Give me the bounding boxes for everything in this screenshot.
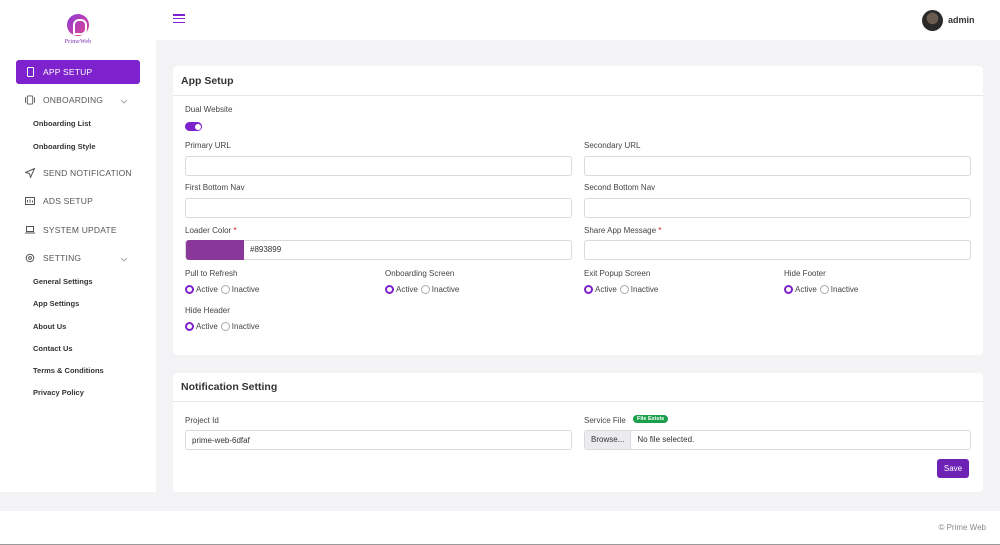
- dual-website-label: Dual Website: [185, 105, 233, 114]
- first-bottom-nav-input[interactable]: [185, 198, 572, 218]
- loader-color-swatch[interactable]: [186, 240, 244, 260]
- sidebar-item-onboarding[interactable]: ONBOARDING: [16, 88, 140, 112]
- secondary-url-label: Secondary URL: [584, 141, 641, 150]
- avatar[interactable]: [922, 10, 943, 31]
- sidebar-item-label: SETTING: [43, 253, 82, 263]
- primary-url-input[interactable]: [185, 156, 572, 176]
- divider: [173, 95, 983, 96]
- sidebar-item-label: ADS SETUP: [43, 196, 93, 206]
- radio-inactive[interactable]: [619, 285, 629, 294]
- sidebar-subitem-about-us[interactable]: About Us: [33, 322, 67, 331]
- hide-header-radios: Active Inactive: [185, 322, 262, 331]
- logo-text: PrimeWeb: [64, 39, 92, 45]
- footer: © Prime Web: [0, 511, 1000, 545]
- second-bottom-nav-input[interactable]: [584, 198, 971, 218]
- share-message-label: Share App Message *: [584, 226, 662, 235]
- chevron-down-icon: [120, 96, 128, 106]
- divider: [173, 401, 983, 402]
- pull-to-refresh-label: Pull to Refresh: [185, 269, 238, 278]
- app-setup-card: App Setup Dual Website Primary URL Secon…: [173, 66, 983, 355]
- logo: PrimeWeb: [60, 14, 96, 45]
- project-id-input[interactable]: [185, 430, 572, 450]
- ads-icon: [25, 196, 35, 206]
- user-name[interactable]: admin: [948, 15, 975, 25]
- onboarding-screen-radios: Active Inactive: [385, 285, 462, 294]
- sidebar-subitem-onboarding-list[interactable]: Onboarding List: [33, 119, 91, 128]
- project-id-label: Project Id: [185, 416, 219, 425]
- radio-active[interactable]: [185, 285, 194, 294]
- radio-inactive[interactable]: [420, 285, 430, 294]
- radio-active[interactable]: [784, 285, 793, 294]
- exit-popup-label: Exit Popup Screen: [584, 269, 651, 278]
- onboarding-icon: [25, 95, 35, 105]
- sidebar-item-send-notification[interactable]: SEND NOTIFICATION: [16, 161, 140, 185]
- service-file-input[interactable]: Browse... No file selected.: [584, 430, 971, 450]
- sidebar-item-setting[interactable]: SETTING: [16, 246, 140, 270]
- file-exists-badge: File Exists: [633, 415, 669, 423]
- sidebar-subitem-app-settings[interactable]: App Settings: [33, 299, 80, 308]
- radio-active[interactable]: [385, 285, 394, 294]
- save-button[interactable]: Save: [937, 459, 969, 478]
- dual-website-toggle[interactable]: [185, 122, 202, 131]
- sidebar-subitem-contact-us[interactable]: Contact Us: [33, 344, 73, 353]
- loader-color-value[interactable]: #893899: [250, 245, 282, 254]
- laptop-icon: [25, 225, 35, 235]
- second-bottom-nav-label: Second Bottom Nav: [584, 183, 656, 192]
- primary-url-label: Primary URL: [185, 141, 231, 150]
- logo-icon: [67, 14, 89, 36]
- sidebar: PrimeWeb APP SETUP ONBOARDING Onboarding…: [0, 0, 156, 492]
- send-icon: [25, 168, 35, 178]
- phone-icon: [25, 67, 35, 77]
- browse-button[interactable]: Browse...: [585, 431, 632, 449]
- hide-footer-label: Hide Footer: [784, 269, 826, 278]
- sidebar-item-app-setup[interactable]: APP SETUP: [16, 60, 140, 84]
- radio-active[interactable]: [584, 285, 593, 294]
- radio-inactive[interactable]: [220, 322, 230, 331]
- first-bottom-nav-label: First Bottom Nav: [185, 183, 245, 192]
- exit-popup-radios: Active Inactive: [584, 285, 661, 294]
- card-title: Notification Setting: [181, 381, 278, 393]
- radio-active[interactable]: [185, 322, 194, 331]
- radio-inactive[interactable]: [220, 285, 230, 294]
- share-message-input[interactable]: [584, 240, 971, 260]
- sidebar-item-ads-setup[interactable]: ADS SETUP: [16, 189, 140, 213]
- radio-inactive[interactable]: [819, 285, 829, 294]
- sidebar-item-label: SYSTEM UPDATE: [43, 225, 117, 235]
- hide-footer-radios: Active Inactive: [784, 285, 861, 294]
- copyright: © Prime Web: [938, 523, 986, 532]
- menu-icon[interactable]: [173, 14, 185, 24]
- sidebar-item-label: SEND NOTIFICATION: [43, 168, 132, 178]
- file-name: No file selected.: [637, 435, 695, 444]
- onboarding-screen-label: Onboarding Screen: [385, 269, 455, 278]
- card-title: App Setup: [181, 75, 234, 87]
- pull-to-refresh-radios: Active Inactive: [185, 285, 262, 294]
- sidebar-subitem-general-settings[interactable]: General Settings: [33, 277, 93, 286]
- sidebar-subitem-privacy-policy[interactable]: Privacy Policy: [33, 388, 84, 397]
- sidebar-item-label: ONBOARDING: [43, 95, 104, 105]
- notification-card: Notification Setting Project Id Service …: [173, 373, 983, 492]
- sidebar-item-label: APP SETUP: [43, 67, 93, 77]
- sidebar-subitem-onboarding-style[interactable]: Onboarding Style: [33, 142, 96, 151]
- sidebar-subitem-terms[interactable]: Terms & Conditions: [33, 366, 104, 375]
- loader-color-label: Loader Color *: [185, 226, 237, 235]
- service-file-label: Service File: [584, 416, 626, 425]
- secondary-url-input[interactable]: [584, 156, 971, 176]
- hide-header-label: Hide Header: [185, 306, 230, 315]
- loader-color-field[interactable]: #893899: [185, 240, 572, 260]
- sidebar-item-system-update[interactable]: SYSTEM UPDATE: [16, 218, 140, 242]
- topbar: admin: [156, 0, 1000, 40]
- chevron-down-icon: [120, 254, 128, 264]
- gear-icon: [25, 253, 35, 263]
